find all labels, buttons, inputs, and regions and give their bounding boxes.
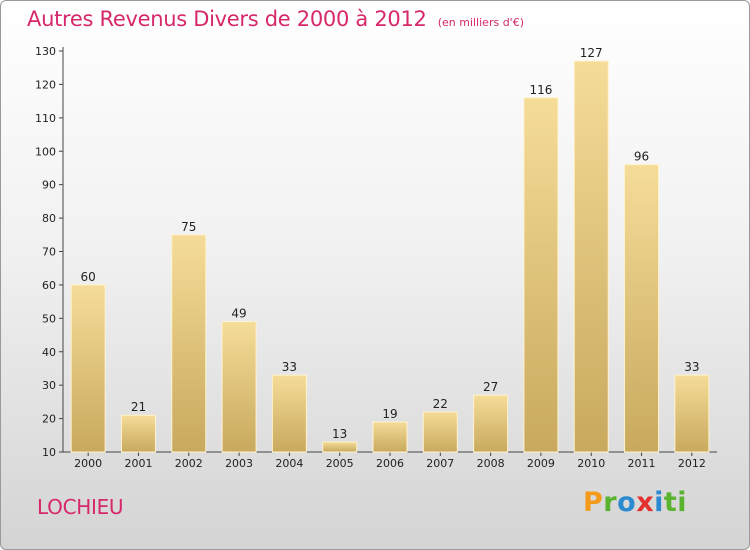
value-label-2003: 49 — [231, 307, 246, 321]
chart-title: Autres Revenus Divers de 2000 à 2012 (en… — [27, 7, 524, 31]
logo-letter-1: P — [583, 487, 604, 518]
x-tick-label-2001: 2001 — [124, 457, 152, 470]
value-label-2008: 27 — [483, 380, 498, 394]
x-tick-label-2007: 2007 — [426, 457, 454, 470]
x-tick-label-2002: 2002 — [175, 457, 203, 470]
bar-2006 — [372, 421, 408, 453]
x-tick-label-2003: 2003 — [225, 457, 253, 470]
logo-letter-2: r — [603, 487, 618, 518]
bar-2008 — [473, 394, 509, 453]
y-tick-label: 30 — [42, 379, 56, 392]
chart-title-text: Autres Revenus Divers de 2000 à 2012 — [27, 7, 427, 31]
y-tick-label: 110 — [35, 112, 56, 125]
y-tick-label: 10 — [42, 446, 56, 459]
y-tick-label: 130 — [35, 45, 56, 58]
value-label-2002: 75 — [181, 220, 196, 234]
y-tick-label: 120 — [35, 78, 56, 91]
x-tick-label-2010: 2010 — [577, 457, 605, 470]
value-label-2007: 22 — [433, 397, 448, 411]
bar-2004 — [271, 374, 307, 453]
logo-letter-5: i — [654, 487, 664, 518]
y-tick-label: 100 — [35, 145, 56, 158]
x-tick-label-2008: 2008 — [477, 457, 505, 470]
value-label-2009: 116 — [529, 83, 552, 97]
y-tick-label: 70 — [42, 246, 56, 259]
bar-2005 — [322, 441, 358, 453]
bar-2012 — [674, 374, 710, 453]
x-tick-label-2000: 2000 — [74, 457, 102, 470]
y-tick-label: 80 — [42, 212, 56, 225]
bar-2007 — [422, 411, 458, 453]
value-label-2006: 19 — [382, 407, 397, 421]
bar-2003 — [221, 321, 257, 453]
bar-2001 — [120, 414, 156, 453]
axes: 10 20 30 40 50 60 70 80 90 100 110 120 130 2000 2001 20… — [35, 45, 717, 470]
bar-2009 — [523, 97, 559, 453]
logo-letter-6: ti — [663, 487, 688, 518]
proxiti-logo: Proxiti — [583, 487, 687, 518]
x-tick-label-2004: 2004 — [275, 457, 303, 470]
value-label-2001: 21 — [131, 400, 146, 414]
x-tick-label-2005: 2005 — [326, 457, 354, 470]
bar-2011 — [624, 164, 660, 453]
x-tick-label-2012: 2012 — [678, 457, 706, 470]
value-label-2004: 33 — [282, 360, 297, 374]
value-label-2010: 127 — [580, 46, 603, 60]
y-tick-label: 50 — [42, 312, 56, 325]
bar-2002 — [171, 234, 207, 453]
y-tick-label: 40 — [42, 346, 56, 359]
logo-letter-4: x — [636, 487, 655, 518]
bar-2010 — [573, 60, 609, 453]
y-tick-label: 90 — [42, 179, 56, 192]
value-label-2000: 60 — [81, 270, 96, 284]
bar-2000 — [70, 284, 106, 453]
x-tick-label-2009: 2009 — [527, 457, 555, 470]
y-tick-label: 20 — [42, 413, 56, 426]
y-tick-label: 60 — [42, 279, 56, 292]
x-tick-label-2011: 2011 — [628, 457, 656, 470]
chart-unit-note: (en milliers d'€) — [437, 16, 524, 29]
logo-letter-3: o — [617, 487, 637, 518]
commune-name: LOCHIEU — [37, 495, 124, 519]
value-label-2012: 33 — [684, 360, 699, 374]
data-labels: 60 21 75 49 33 13 19 22 27 116 127 96 33 — [81, 46, 700, 441]
bars — [70, 60, 710, 453]
value-label-2011: 96 — [634, 150, 649, 164]
x-tick-label-2006: 2006 — [376, 457, 404, 470]
value-label-2005: 13 — [332, 427, 347, 441]
